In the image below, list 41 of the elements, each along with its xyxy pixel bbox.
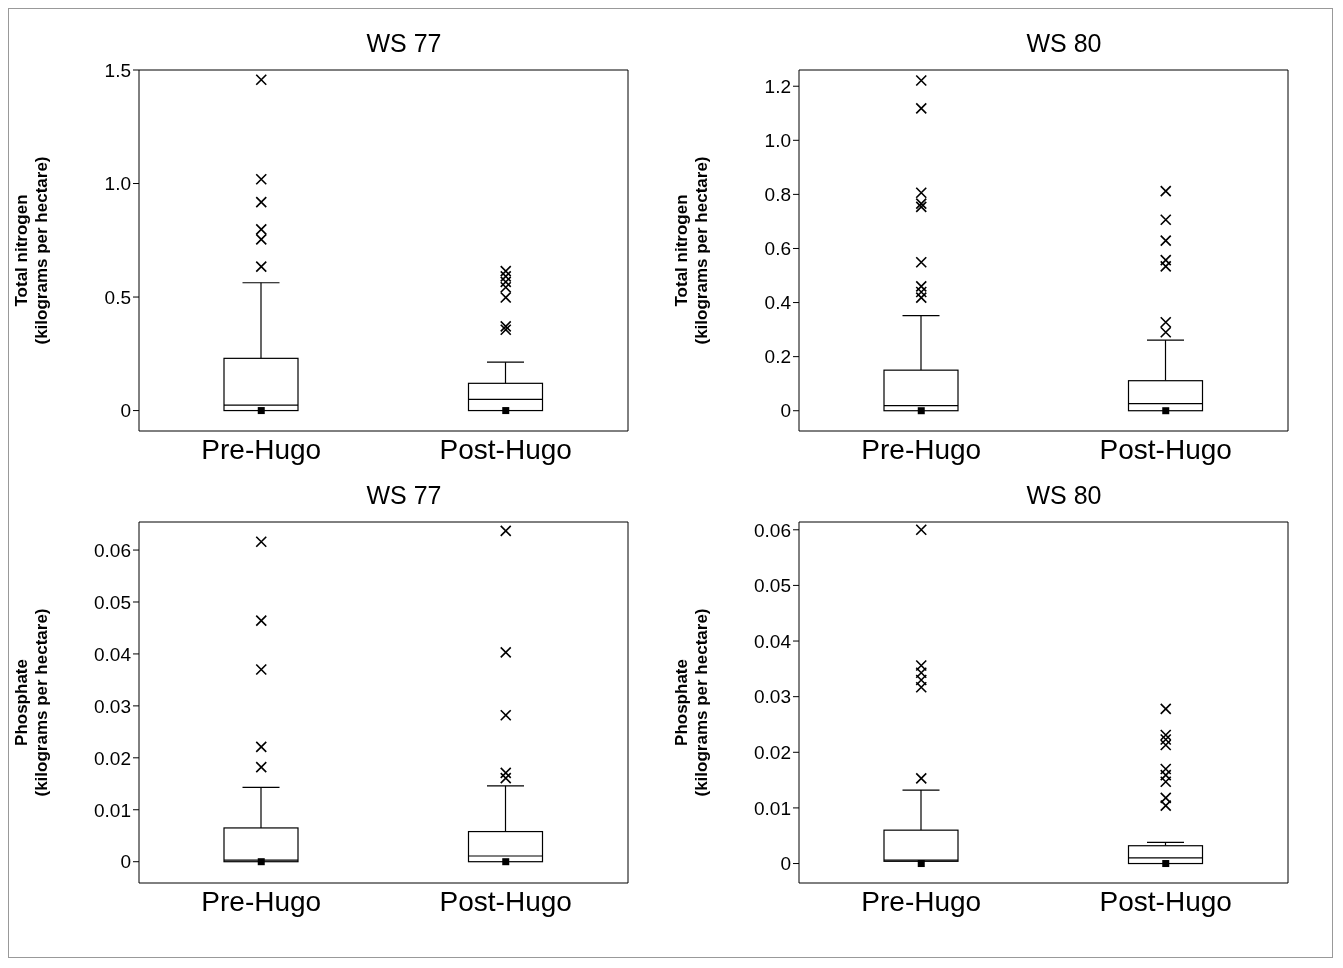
x-tick-label: Post-Hugo	[1099, 433, 1232, 465]
y-axis-title: Phosphate (kilograms per hectare)	[12, 608, 51, 797]
chart-title: WS 77	[365, 29, 443, 59]
y-tick-label: 0	[780, 853, 791, 875]
x-tick-label: Post-Hugo	[439, 433, 572, 465]
x-tick-label: Pre-Hugo	[861, 885, 982, 917]
x-tick-label: Pre-Hugo	[201, 885, 322, 917]
y-tick-label: 0.06	[754, 519, 791, 541]
y-tick-label: 0	[120, 851, 131, 873]
y-tick-label: 0.03	[754, 686, 791, 708]
y-tick-label: 1.0	[764, 130, 791, 152]
y-axis-title: Phosphate (kilograms per hectare)	[672, 608, 711, 797]
y-tick-label: 0.06	[94, 539, 131, 561]
y-tick-label: 0	[120, 400, 131, 422]
y-tick-label: 0.8	[764, 184, 791, 206]
y-tick-label: 0.6	[764, 238, 791, 260]
y-tick-label: 1.0	[104, 173, 131, 195]
y-tick-label: 0.03	[94, 695, 131, 717]
y-tick-label: 0.04	[94, 643, 132, 665]
y-tick-label: 0.05	[94, 591, 131, 613]
y-tick-label: 0.04	[754, 630, 792, 652]
chart-title: WS 80	[1025, 481, 1103, 511]
x-tick-label: Pre-Hugo	[201, 433, 322, 465]
y-tick-label: 1.2	[764, 75, 791, 97]
y-tick-label: 0.01	[754, 797, 791, 819]
y-tick-label: 0.5	[104, 286, 131, 308]
y-tick-label: 0.01	[94, 799, 131, 821]
chart-title: WS 77	[365, 481, 443, 511]
y-tick-label: 0.2	[764, 346, 791, 368]
y-tick-label: 0.02	[94, 747, 131, 769]
x-tick-label: Post-Hugo	[439, 885, 572, 917]
y-tick-label: 0	[780, 400, 791, 422]
chart-title: WS 80	[1025, 29, 1103, 59]
x-tick-label: Pre-Hugo	[861, 433, 982, 465]
y-tick-label: 1.5	[104, 59, 131, 81]
y-axis-title: Total nitrogen (kilograms per hectare)	[672, 156, 711, 345]
y-tick-label: 0.4	[764, 292, 792, 314]
y-tick-label: 0.05	[754, 575, 791, 597]
x-tick-label: Post-Hugo	[1099, 885, 1232, 917]
y-tick-label: 0.02	[754, 742, 791, 764]
y-axis-title: Total nitrogen (kilograms per hectare)	[12, 156, 51, 345]
